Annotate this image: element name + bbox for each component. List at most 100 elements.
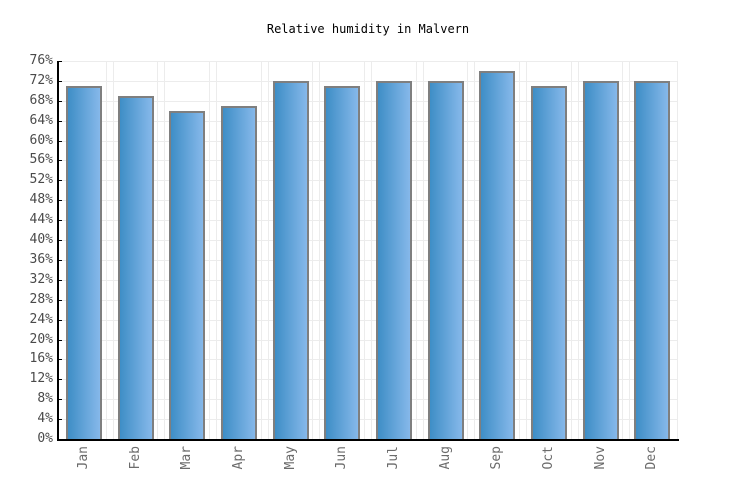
x-tick-label: Jun — [334, 446, 350, 470]
y-tick-label: 32% — [29, 271, 53, 287]
gridline-horizontal — [58, 240, 678, 242]
y-tick-label: 36% — [29, 251, 53, 267]
y-axis-tick — [58, 160, 62, 162]
gridline-vertical — [677, 61, 678, 439]
gridline-vertical — [474, 61, 476, 439]
gridline-vertical — [371, 61, 372, 439]
gridline-vertical — [164, 61, 166, 439]
y-axis-tick — [58, 100, 62, 102]
gridline-vertical — [629, 61, 631, 439]
gridline-vertical — [105, 61, 107, 439]
y-tick-label: 76% — [29, 53, 53, 68]
gridline-vertical — [415, 61, 417, 439]
y-tick-label: 12% — [29, 371, 53, 387]
x-tick-label: Feb — [127, 446, 143, 470]
bar-jun — [324, 86, 361, 439]
gridline-horizontal — [58, 80, 678, 82]
x-tick-label: Oct — [540, 446, 556, 470]
y-axis-tick — [58, 279, 62, 281]
bar-mar — [169, 111, 206, 439]
y-axis-tick — [58, 120, 62, 122]
gridline-horizontal — [58, 419, 678, 421]
y-axis-tick — [58, 399, 62, 401]
y-tick-label: 44% — [29, 212, 53, 228]
x-tick-label: Jul — [385, 446, 401, 470]
y-axis-tick — [58, 61, 62, 62]
gridline-vertical — [519, 61, 520, 439]
y-tick-label: 68% — [29, 92, 53, 108]
gridline-horizontal — [58, 319, 678, 321]
gridline-vertical — [467, 61, 469, 439]
bar-jul — [375, 81, 412, 439]
gridline-horizontal — [58, 180, 678, 182]
x-tick-label: May — [282, 446, 298, 470]
x-tick-label: Aug — [437, 446, 453, 470]
gridline-vertical — [364, 61, 365, 439]
gridline-vertical — [209, 61, 210, 439]
gridline-vertical — [112, 61, 114, 439]
gridline-horizontal — [58, 379, 678, 381]
gridline-horizontal — [58, 160, 678, 162]
bar-apr — [220, 106, 257, 439]
y-tick-label: 20% — [29, 331, 53, 347]
bar-sep — [479, 71, 516, 439]
gridline-horizontal — [58, 200, 678, 202]
x-axis-line — [57, 439, 679, 441]
gridline-horizontal — [58, 299, 678, 301]
y-tick-label: 28% — [29, 291, 53, 307]
y-axis-line — [57, 61, 59, 441]
y-tick-label: 52% — [29, 172, 53, 188]
gridline-horizontal — [58, 259, 678, 261]
x-tick-label: Mar — [179, 446, 195, 470]
gridline-vertical — [570, 61, 572, 439]
y-tick-label: 8% — [37, 391, 53, 407]
x-tick-label: Sep — [489, 446, 505, 470]
gridline-horizontal — [58, 339, 678, 341]
y-axis-tick — [58, 339, 62, 341]
gridline-vertical — [267, 61, 269, 439]
y-tick-label: 24% — [29, 311, 53, 327]
gridline-vertical — [216, 61, 217, 439]
gridline-vertical — [157, 61, 159, 439]
y-tick-label: 64% — [29, 112, 53, 128]
y-axis-tick — [58, 180, 62, 182]
gridline-horizontal — [58, 120, 678, 122]
gridline-horizontal — [58, 61, 678, 62]
y-tick-label: 56% — [29, 152, 53, 168]
y-tick-label: 16% — [29, 351, 53, 367]
bar-dec — [634, 81, 671, 439]
gridline-horizontal — [58, 399, 678, 401]
bar-nov — [582, 81, 619, 439]
y-axis-tick — [58, 80, 62, 82]
gridline-vertical — [577, 61, 579, 439]
x-tick-label: Dec — [644, 446, 660, 470]
bar-feb — [117, 96, 154, 439]
y-tick-label: 60% — [29, 132, 53, 148]
y-tick-label: 4% — [37, 411, 53, 427]
chart-title: Relative humidity in Malvern — [266, 22, 470, 36]
y-axis-tick — [58, 379, 62, 381]
x-tick-label: Jan — [75, 446, 91, 470]
x-tick-label: Nov — [592, 446, 608, 470]
bar-oct — [530, 86, 567, 439]
y-axis-tick — [58, 200, 62, 202]
y-tick-label: 72% — [29, 72, 53, 88]
gridline-horizontal — [58, 359, 678, 361]
gridline-vertical — [622, 61, 624, 439]
bar-may — [272, 81, 309, 439]
x-tick-label: Apr — [230, 446, 246, 470]
gridline-vertical — [260, 61, 262, 439]
y-axis-tick — [58, 299, 62, 301]
gridline-vertical — [312, 61, 314, 439]
bar-jan — [65, 86, 102, 439]
y-axis-tick — [58, 220, 62, 222]
y-axis-tick — [58, 259, 62, 261]
gridline-horizontal — [58, 279, 678, 281]
y-axis-tick — [58, 359, 62, 361]
y-axis-tick — [58, 240, 62, 242]
gridline-vertical — [319, 61, 321, 439]
gridline-vertical — [422, 61, 424, 439]
bar-aug — [427, 81, 464, 439]
y-tick-label: 0% — [37, 431, 53, 446]
